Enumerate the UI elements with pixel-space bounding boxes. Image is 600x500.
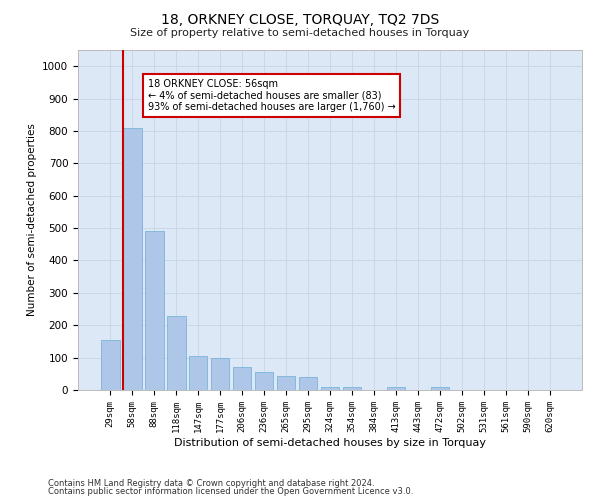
- Bar: [189, 356, 208, 390]
- Bar: [255, 372, 274, 390]
- Text: 18, ORKNEY CLOSE, TORQUAY, TQ2 7DS: 18, ORKNEY CLOSE, TORQUAY, TQ2 7DS: [161, 12, 439, 26]
- Bar: [299, 377, 317, 390]
- Text: Contains public sector information licensed under the Open Government Licence v3: Contains public sector information licen…: [48, 487, 413, 496]
- Bar: [386, 387, 405, 390]
- Bar: [233, 368, 251, 390]
- Bar: [320, 387, 340, 390]
- Bar: [343, 387, 361, 390]
- Bar: [431, 387, 449, 390]
- Bar: [167, 316, 185, 390]
- Text: Size of property relative to semi-detached houses in Torquay: Size of property relative to semi-detach…: [130, 28, 470, 38]
- Y-axis label: Number of semi-detached properties: Number of semi-detached properties: [26, 124, 37, 316]
- X-axis label: Distribution of semi-detached houses by size in Torquay: Distribution of semi-detached houses by …: [174, 438, 486, 448]
- Bar: [101, 340, 119, 390]
- Bar: [145, 232, 164, 390]
- Text: 18 ORKNEY CLOSE: 56sqm
← 4% of semi-detached houses are smaller (83)
93% of semi: 18 ORKNEY CLOSE: 56sqm ← 4% of semi-deta…: [148, 79, 395, 112]
- Bar: [277, 376, 295, 390]
- Bar: [123, 128, 142, 390]
- Text: Contains HM Land Registry data © Crown copyright and database right 2024.: Contains HM Land Registry data © Crown c…: [48, 478, 374, 488]
- Bar: [211, 358, 229, 390]
